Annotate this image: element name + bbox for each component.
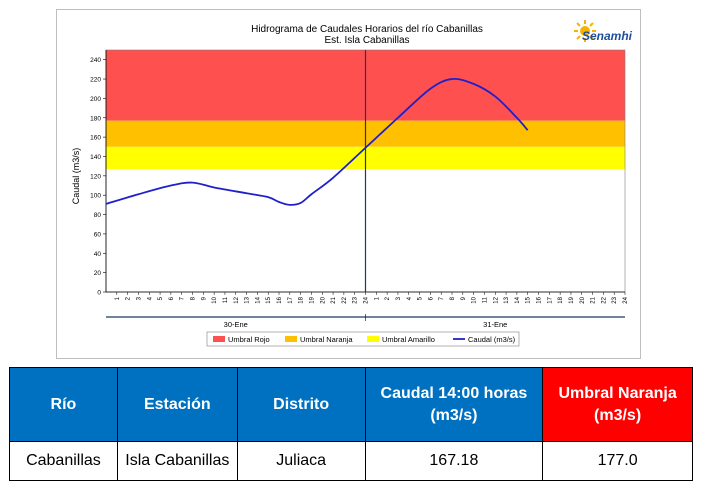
cell-distrito: Juliaca: [236, 441, 366, 481]
chart-title: Hidrograma de Caudales Horarios del río …: [251, 24, 483, 35]
cell-rio: Cabanillas: [9, 441, 118, 481]
y-tick-label: 40: [94, 251, 102, 258]
y-tick-label: 80: [94, 212, 102, 219]
x-tick-label: 10: [472, 296, 478, 303]
x-tick-label: 13: [504, 296, 510, 303]
legend-swatch: [285, 336, 297, 342]
x-tick-label: 8: [450, 296, 456, 300]
legend-swatch: [213, 336, 225, 342]
x-tick-label: 19: [569, 296, 575, 303]
x-tick-label: 15: [526, 296, 532, 303]
x-tick-label: 18: [558, 296, 564, 303]
x-tick-label: 9: [461, 296, 467, 300]
chart-subtitle: Est. Isla Cabanillas: [324, 35, 409, 46]
sun-logo-icon: [574, 20, 596, 42]
header-estacion: Estación: [116, 367, 238, 442]
series-line-caudal: [105, 77, 529, 206]
x-tick-label: 12: [493, 296, 499, 303]
x-tick-label: 7: [180, 296, 186, 300]
x-tick-label: 11: [223, 296, 229, 303]
y-tick-label: 240: [90, 57, 101, 64]
x-tick-label: 16: [277, 296, 283, 303]
x-tick-label: 12: [234, 296, 240, 303]
y-tick-label: 200: [90, 96, 101, 103]
header-caudal: Caudal 14:00 horas (m3/s): [364, 367, 544, 442]
x-tick-label: 6: [169, 296, 175, 300]
x-tick-label: 13: [245, 296, 251, 303]
x-tick-label: 17: [288, 296, 294, 303]
x-tick-label: 15: [266, 296, 272, 303]
x-tick-label: 4: [147, 296, 153, 300]
legend-swatch: [367, 336, 379, 342]
x-tick-label: 19: [309, 296, 315, 303]
header-rio: Río: [9, 367, 118, 442]
legend-label: Umbral Amarillo: [382, 335, 435, 344]
x-tick-label: 17: [547, 296, 553, 303]
y-tick-label: 180: [90, 115, 101, 122]
x-tick-label: 3: [136, 296, 142, 300]
x-tick-label: 16: [537, 296, 543, 303]
y-tick-label: 140: [90, 154, 101, 161]
x-tick-label: 4: [407, 296, 413, 300]
x-tick-label: 6: [428, 296, 434, 300]
cell-estacion: Isla Cabanillas: [116, 441, 238, 481]
x-tick-label: 14: [255, 296, 261, 303]
cell-caudal: 167.18: [364, 441, 544, 481]
x-tick-label: 3: [396, 296, 402, 300]
x-tick-label: 18: [299, 296, 305, 303]
x-tick-label: 24: [364, 296, 370, 303]
logo-text: Senamhi: [582, 29, 633, 43]
y-tick-label: 120: [90, 173, 101, 180]
x-tick-label: 2: [385, 296, 391, 300]
x-tick-label: 21: [591, 296, 597, 303]
info-table: Río Estación Distrito Caudal 14:00 horas…: [9, 367, 693, 481]
x-tick-label: 2: [126, 296, 132, 300]
y-tick-label: 220: [90, 77, 101, 84]
y-tick-label: 20: [94, 270, 102, 277]
senamhi-logo: Senamhi: [574, 18, 636, 48]
x-tick-label: 9: [201, 296, 207, 300]
y-tick-label: 100: [90, 193, 101, 200]
x-tick-label: 23: [612, 296, 618, 303]
x-tick-label: 24: [623, 296, 629, 303]
x-tick-label: 21: [331, 296, 337, 303]
legend-label: Umbral Naranja: [300, 335, 353, 344]
x-tick-label: 10: [212, 296, 218, 303]
chart-panel: 0 20 40 60 80 100 120 140 160 180 200 220 240 1 2 3 4 5 6 7…: [56, 9, 641, 359]
x-tick-label: 20: [320, 296, 326, 303]
x-tick-label: 11: [482, 296, 488, 303]
x-tick-label: 1: [115, 296, 121, 300]
table-row: Cabanillas Isla Cabanillas Juliaca 167.1…: [9, 441, 693, 481]
y-tick-label: 160: [90, 135, 101, 142]
y-axis-label: Caudal (m3/s): [71, 148, 81, 205]
legend-label: Caudal (m3/s): [468, 335, 516, 344]
day-label: 30-Ene: [224, 320, 248, 329]
x-tick-label: 14: [515, 296, 521, 303]
x-tick-label: 5: [418, 296, 424, 300]
x-tick-label: 5: [158, 296, 164, 300]
y-tick-label: 0: [97, 290, 101, 297]
x-tick-label: 8: [191, 296, 197, 300]
x-tick-label: 7: [439, 296, 445, 300]
day-label: 31-Ene: [483, 320, 507, 329]
legend-box: [206, 331, 520, 347]
x-tick-label: 22: [601, 296, 607, 303]
y-tick-label: 60: [94, 231, 102, 238]
x-tick-label: 1: [374, 296, 380, 300]
x-tick-label: 20: [580, 296, 586, 303]
table-header-row: Río Estación Distrito Caudal 14:00 horas…: [9, 367, 693, 442]
x-tick-label: 22: [342, 296, 348, 303]
legend-label: Umbral Rojo: [228, 335, 270, 344]
x-tick-label: 23: [353, 296, 359, 303]
header-umbral-naranja: Umbral Naranja (m3/s): [542, 367, 693, 442]
header-distrito: Distrito: [236, 367, 366, 442]
cell-umbral: 177.0: [542, 441, 693, 481]
